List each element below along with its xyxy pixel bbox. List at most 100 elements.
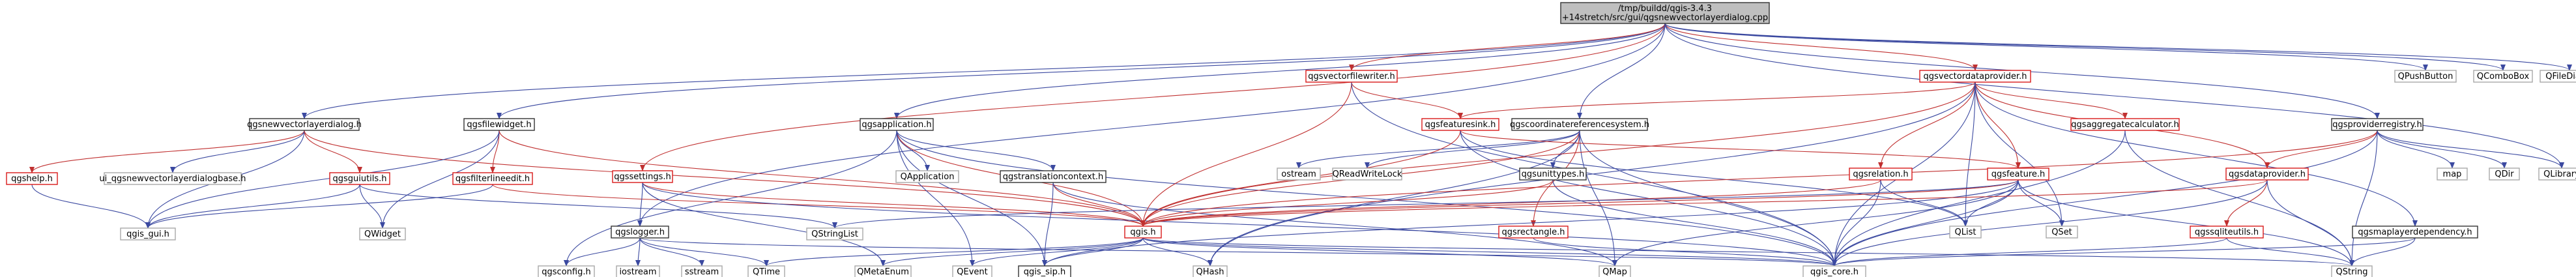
node-qgssqliteutils-h[interactable]: qgssqliteutils.h — [2190, 226, 2264, 239]
node-qgsrectangle-h[interactable]: qgsrectangle.h — [1498, 226, 1569, 239]
node-box — [1949, 226, 1982, 239]
edge-qgsapplication_h-to-qgis_core_h — [896, 130, 1837, 267]
edge-path — [1552, 179, 1837, 267]
edge-qgsfilewidget_h-to-qgis_gui_h — [145, 130, 500, 229]
edge-path — [639, 237, 1837, 267]
node-label: qgscoordinatereferencesystem.h — [1510, 120, 1649, 130]
edge-qgsfilterlineedit_h-to-qgis_gui_h — [145, 184, 493, 229]
nodes-layer: /tmp/buildd/qgis-3.4.3+14stretch/src/gui… — [6, 2, 2576, 277]
node-label: QSet — [2051, 227, 2072, 237]
node-qgis-h[interactable]: qgis.h — [1124, 226, 1162, 239]
node-box — [104, 172, 242, 185]
node-label: qgsfeature.h — [1991, 169, 2046, 179]
edge-root-to-qgsvectordataprovider_h — [1664, 23, 1978, 71]
edge-path — [2349, 130, 2378, 267]
edge-path — [2018, 179, 2064, 227]
edge-path — [642, 182, 1837, 267]
edge-path — [896, 130, 975, 267]
edge-qgsvectorfilewriter_h-to-qgis_h — [1140, 81, 1352, 227]
edge-path — [1975, 81, 2021, 169]
node-qgstranslationcontext-h[interactable]: qgstranslationcontext.h — [1000, 170, 1107, 183]
node-qgsaggregatecalculator-h[interactable]: qgsaggregatecalculator.h — [2070, 118, 2180, 131]
edge-path — [1042, 179, 2019, 267]
edge-qgscoordinatereferencesystem_h-to-QHash — [1208, 130, 1580, 267]
edge-path — [1832, 237, 2227, 267]
edge-path — [896, 130, 1837, 267]
node-qgsdataprovider-h[interactable]: qgsdataprovider.h — [2225, 168, 2309, 181]
node-qgsfeaturesink-h[interactable]: qgsfeaturesink.h — [1421, 118, 1499, 131]
edge-path — [1458, 81, 1976, 119]
edge-path — [145, 184, 493, 229]
node-qgsvectorfilewriter-h[interactable]: qgsvectorfilewriter.h — [1305, 70, 1398, 83]
node-label: QMap — [1602, 267, 1627, 277]
node-QEvent: QEvent — [952, 265, 992, 277]
node-box — [1305, 70, 1398, 83]
node-qgis-gui-h: qgis_gui.h — [120, 227, 176, 241]
edge-root-to-qgscoordinatereferencesystem_h — [1577, 23, 1666, 119]
node-label: qgsfilterlineedit.h — [456, 174, 530, 184]
edge-qgsnewvectorlayerdialog_h-to-qgis_h — [304, 130, 1146, 227]
node-qgsnewvectorlayerdialog-h[interactable]: qgsnewvectorlayerdialog.h — [247, 118, 362, 131]
node-box — [1332, 168, 1402, 181]
node-box — [463, 118, 535, 131]
node-box — [538, 265, 595, 277]
node-qgslogger-h[interactable]: qgslogger.h — [611, 226, 669, 239]
node-box — [611, 226, 669, 239]
node-label: QEvent — [957, 267, 987, 277]
node-QStringList: QStringList — [806, 227, 863, 241]
edge-qgssqliteutils_h-to-QString — [2226, 237, 2354, 267]
edge-qgsproviderregistry_h-to-QDir — [2377, 130, 2507, 169]
edge-path — [2349, 237, 2416, 267]
node-qgsapplication-h[interactable]: qgsapplication.h — [860, 118, 934, 131]
edge-path — [1664, 23, 2572, 71]
node-box — [329, 172, 390, 185]
node-qgssettings-h[interactable]: qgssettings.h — [612, 170, 673, 183]
node-qgsvectordataprovider-h[interactable]: qgsvectordataprovider.h — [1919, 70, 2031, 83]
edge-root-to-QComboBox — [1664, 23, 2506, 71]
node-box — [1277, 168, 1321, 181]
node-qgsfilewidget-h[interactable]: qgsfilewidget.h — [463, 118, 535, 131]
node-map: map — [2437, 168, 2468, 181]
node-qgsfilterlineedit-h[interactable]: qgsfilterlineedit.h — [452, 172, 533, 185]
node-box — [2437, 168, 2468, 181]
node-qgshelp-h[interactable]: qgshelp.h — [6, 172, 58, 185]
node-label: qgsrectangle.h — [1501, 227, 1565, 237]
node-label: qgsaggregatecalculator.h — [2071, 120, 2178, 130]
node-box — [1599, 265, 1631, 277]
node-box — [1018, 265, 1071, 277]
edge-path — [1533, 237, 1837, 267]
node-root[interactable]: /tmp/buildd/qgis-3.4.3+14stretch/src/gui… — [1560, 2, 1770, 24]
node-qgscoordinatereferencesystem-h[interactable]: qgscoordinatereferencesystem.h — [1510, 118, 1649, 131]
edge-qgsdataprovider_h-to-qgssqliteutils_h — [2224, 179, 2268, 227]
node-qgsguiutils-h[interactable]: qgsguiutils.h — [329, 172, 390, 185]
node-box — [806, 227, 863, 241]
edge-qgsfilewidget_h-to-QWidget — [380, 130, 500, 229]
edge-path — [1142, 237, 1617, 267]
node-qgsrelation-h[interactable]: qgsrelation.h — [1849, 168, 1913, 181]
node-QList: QList — [1949, 226, 1982, 239]
edge-path — [1140, 81, 1352, 227]
edge-path — [1832, 130, 2378, 267]
edge-qgsvectordataprovider_h-to-QList — [1963, 81, 1976, 227]
edge-qgslogger_h-to-qgis_core_h — [639, 237, 1837, 267]
node-qgis-sip-h[interactable]: qgis_sip.h — [1018, 265, 1071, 277]
node-qgsfeature-h[interactable]: qgsfeature.h — [1987, 168, 2049, 181]
edge-path — [492, 184, 1146, 227]
node-qgsproviderregistry-h[interactable]: qgsproviderregistry.h — [2331, 118, 2424, 131]
edge-path — [1832, 179, 2268, 267]
node-sstream: sstream — [681, 265, 723, 277]
node-label: QPushButton — [2398, 72, 2453, 81]
node-label: QStringList — [811, 229, 858, 239]
edge-qgsfeaturesink_h-to-QList — [1460, 130, 1968, 227]
node-box — [616, 265, 660, 277]
edge-qgis_h-to-qgis_core_h — [1142, 237, 1837, 267]
node-box — [2225, 168, 2309, 181]
edge-qgsapplication_h-to-QEvent — [896, 130, 975, 267]
node-qgsmaplayerdependency-h[interactable]: qgsmaplayerdependency.h — [2352, 226, 2478, 239]
node-qgsunittypes-h[interactable]: qgsunittypes.h — [1519, 168, 1587, 181]
node-label: qgis_core.h — [1810, 267, 1859, 277]
node-QMetaEnum: QMetaEnum — [854, 265, 912, 277]
node-label: map — [2443, 169, 2462, 179]
node-box — [1193, 265, 1228, 277]
